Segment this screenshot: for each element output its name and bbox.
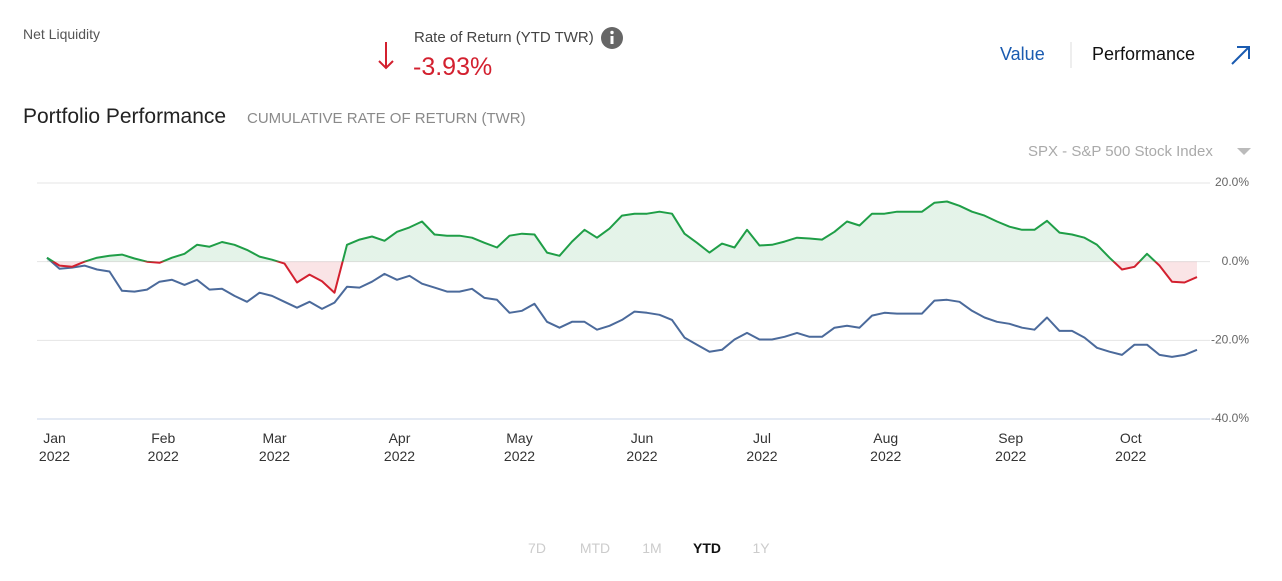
x-tick-label: Apr 2022 — [383, 430, 416, 464]
time-range-button[interactable]: 7D — [528, 540, 546, 556]
return-line — [46, 200, 1198, 294]
x-tick-label: Oct 2022 — [1115, 430, 1147, 464]
chart-subtitle: CUMULATIVE RATE OF RETURN (TWR) — [247, 110, 526, 127]
rate-label: Rate of Return (YTD TWR) — [414, 29, 594, 46]
chart-title: Portfolio Performance — [23, 105, 227, 128]
y-tick-label: -20.0% — [1211, 333, 1249, 347]
down-arrow-icon — [378, 42, 394, 70]
return-area — [47, 201, 1197, 293]
net-liquidity-label: Net Liquidity — [23, 26, 101, 42]
x-tick-label: May 2022 — [503, 430, 536, 464]
external-link-icon[interactable] — [1231, 46, 1250, 65]
time-range-button[interactable]: YTD — [693, 540, 721, 556]
time-range-button[interactable]: MTD — [579, 540, 611, 556]
y-tick-label: 0.0% — [1222, 254, 1250, 268]
y-tick-label: -40.0% — [1211, 411, 1249, 425]
rate-value: -3.93% — [413, 53, 493, 81]
return-line — [46, 256, 1198, 358]
x-tick-label: Jan 2022 — [38, 430, 71, 464]
value-tab[interactable]: Value — [1000, 44, 1045, 64]
x-tick-label: Feb 2022 — [147, 430, 179, 464]
x-tick-label: Jul 2022 — [746, 430, 778, 464]
dropdown-caret[interactable] — [1237, 148, 1251, 155]
x-tick-label: Mar 2022 — [258, 430, 291, 464]
x-tick-label: Aug 2022 — [870, 430, 902, 464]
y-tick-label: 20.0% — [1215, 175, 1249, 189]
x-tick-label: Sep 2022 — [995, 430, 1027, 464]
x-tick-label: Jun 2022 — [626, 430, 658, 464]
time-range-button[interactable]: 1M — [642, 540, 662, 556]
time-range-button[interactable]: 1Y — [752, 540, 770, 556]
info-icon[interactable] — [601, 27, 623, 49]
performance-tab[interactable]: Performance — [1092, 44, 1196, 64]
benchmark-dropdown[interactable]: SPX - S&P 500 Stock Index — [1028, 143, 1213, 160]
